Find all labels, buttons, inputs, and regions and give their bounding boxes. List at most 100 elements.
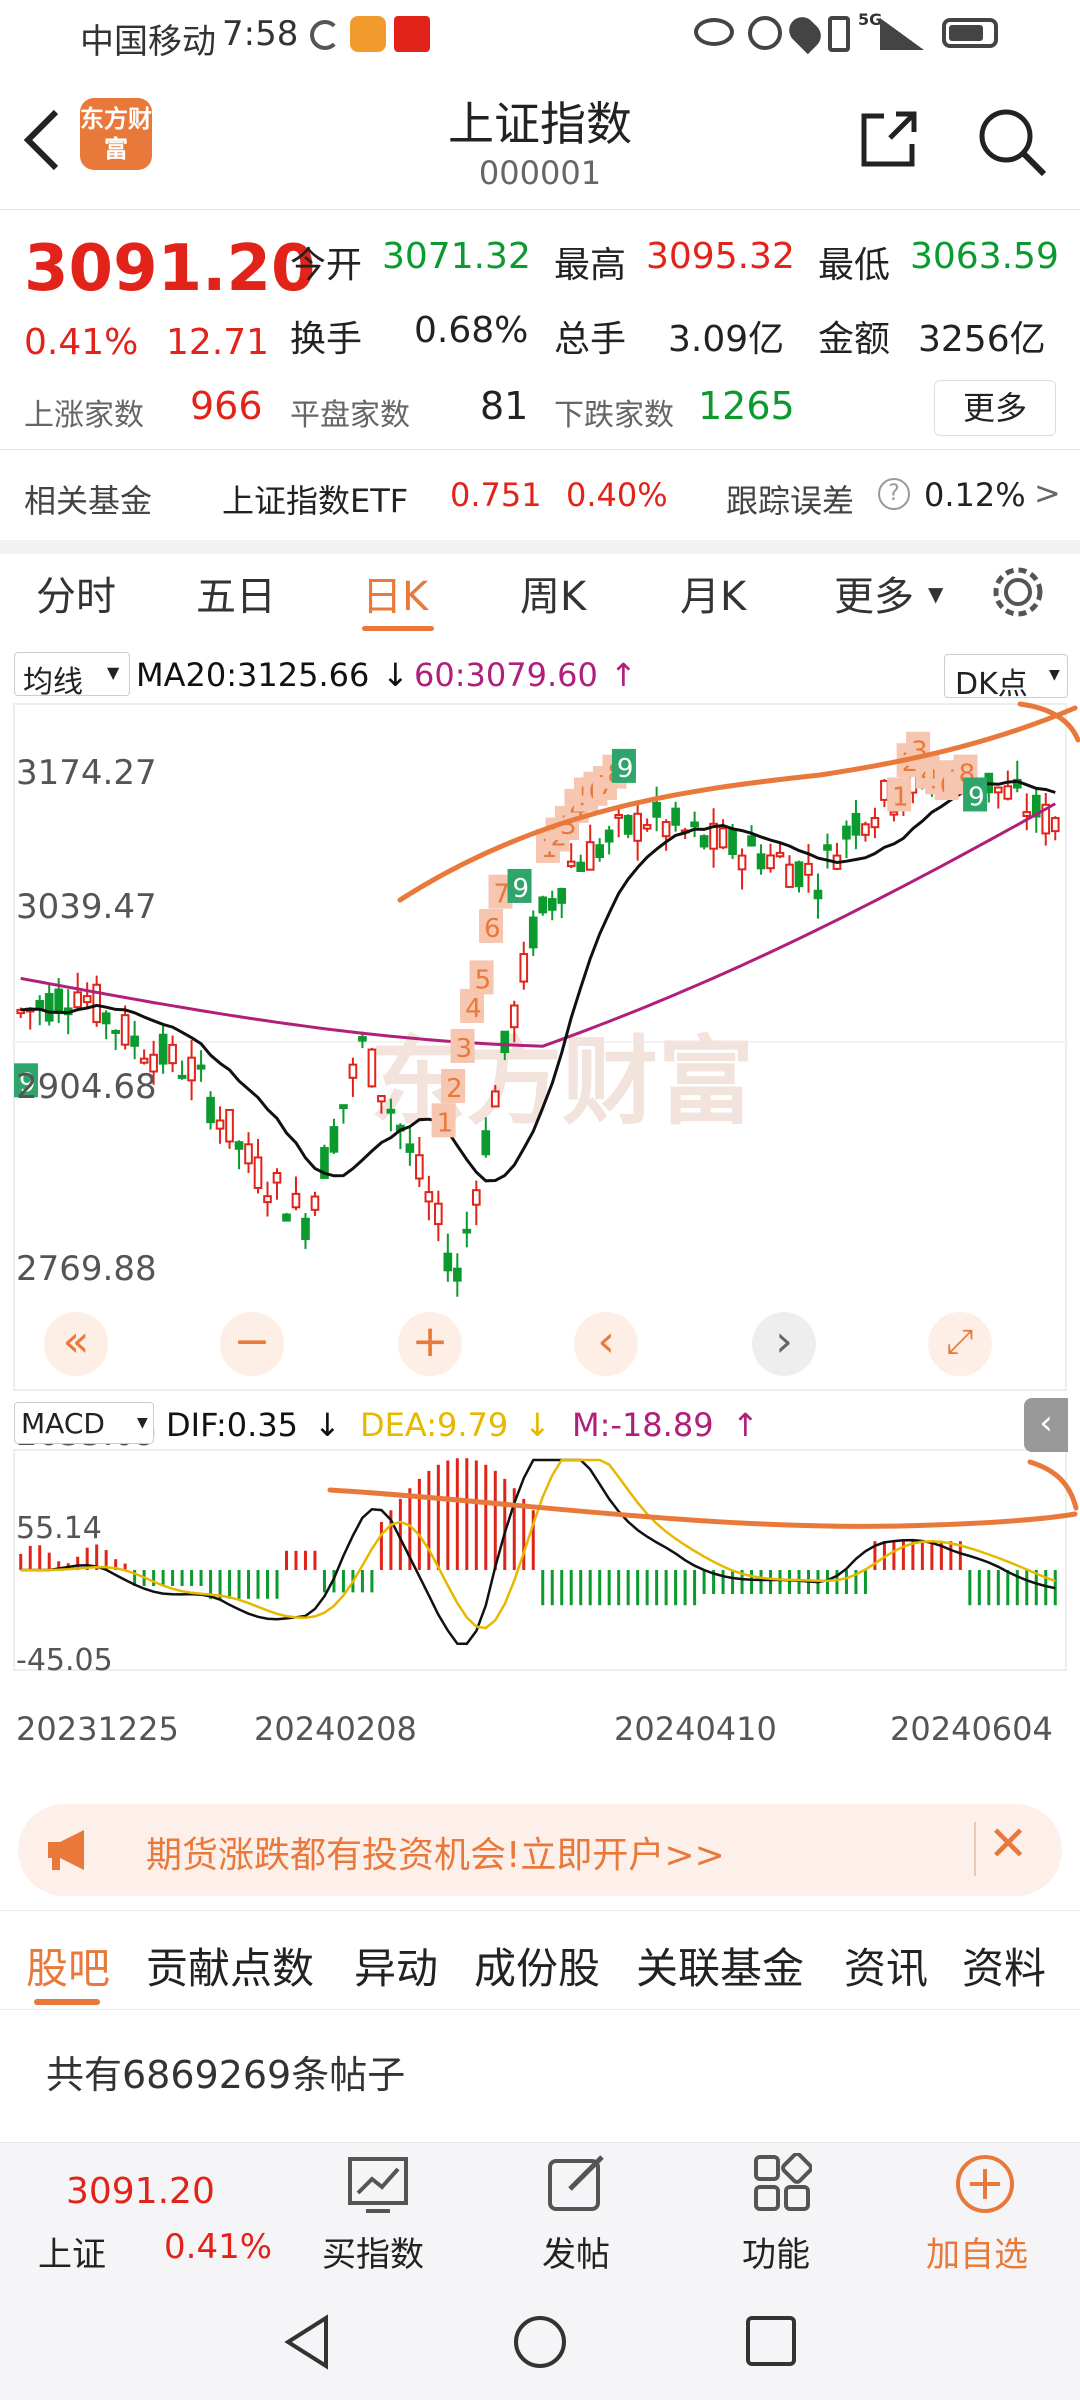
tab-profile[interactable]: 资料: [962, 1944, 1047, 1993]
td-marker: 9: [968, 782, 985, 812]
td-marker: 5: [475, 965, 492, 995]
dea-arrow: ↓: [524, 1406, 551, 1444]
back-triangle-icon[interactable]: [282, 2314, 332, 2370]
promo-text: 期货涨跌都有投资机会!立即开户>>: [146, 1835, 725, 1876]
share-icon[interactable]: [856, 108, 920, 172]
annotation-stroke-macd-corner: [1027, 1459, 1079, 1511]
fullscreen-button[interactable]: ⤢: [928, 1312, 992, 1376]
dk-selector[interactable]: DK点 ▼: [944, 654, 1068, 702]
redpacket-icon: [394, 16, 430, 52]
fund-change: 0.40%: [566, 476, 668, 514]
buy-index-button[interactable]: 买指数: [310, 2143, 450, 2281]
tab-components[interactable]: 成份股: [474, 1944, 601, 1993]
jump-start-button[interactable]: «: [44, 1312, 108, 1376]
tab-related-funds[interactable]: 关联基金: [636, 1944, 805, 1993]
kline-chart[interactable]: 均线 ▼ MA20:3125.66 ↓ 60:3079.60 ↑ DK点 ▼ 东…: [0, 650, 1080, 1780]
carrier-label: 中国移动: [80, 22, 216, 62]
tab-more[interactable]: 更多: [834, 574, 914, 620]
tab-monthly-k[interactable]: 月K: [680, 574, 747, 620]
gear-icon[interactable]: [990, 564, 1046, 620]
tab-movement[interactable]: 异动: [354, 1944, 439, 1993]
tracking-error-value: 0.12%: [924, 476, 1026, 514]
indicator-selector[interactable]: MACD ▼: [14, 1402, 154, 1444]
candle-body: [462, 1228, 472, 1234]
more-button[interactable]: 更多: [934, 380, 1056, 436]
caret-down-icon: ▼: [107, 663, 120, 682]
tab-news[interactable]: 资讯: [844, 1944, 929, 1993]
candle-body: [348, 1063, 358, 1079]
caret-down-icon: ▼: [928, 582, 944, 606]
help-icon[interactable]: ?: [878, 478, 910, 510]
app-notification-icon: [350, 16, 386, 52]
mini-quote[interactable]: 3091.20 上证 0.41%: [0, 2143, 300, 2281]
ma-selector[interactable]: 均线 ▼: [14, 652, 130, 700]
candle-body: [206, 1096, 215, 1124]
m-arrow: ↑: [732, 1406, 759, 1444]
change-percent: 0.41%: [24, 322, 139, 363]
candle-body: [329, 1126, 339, 1153]
functions-label: 功能: [742, 2235, 810, 2275]
zoom-out-button[interactable]: −: [220, 1312, 284, 1376]
annotation-stroke-upper: [397, 705, 1078, 903]
functions-button[interactable]: 功能: [716, 2143, 846, 2281]
post-button[interactable]: 发帖: [520, 2143, 640, 2281]
candle-body: [842, 825, 851, 840]
candle-body: [870, 817, 880, 829]
tab-weekly-k[interactable]: 周K: [520, 574, 587, 620]
zoom-in-button[interactable]: +: [398, 1312, 462, 1376]
tab-contribution[interactable]: 贡献点数: [146, 1944, 315, 1993]
section-tabs: 股吧 贡献点数 异动 成份股 关联基金 资讯 资料: [0, 1910, 1080, 2010]
post-label: 发帖: [542, 2235, 610, 2275]
candle-body: [415, 1154, 424, 1180]
td-marker-bg: [441, 1069, 466, 1104]
home-circle-icon[interactable]: [512, 2314, 568, 2370]
vibrate-icon: [828, 16, 850, 52]
mini-name: 上证: [38, 2235, 106, 2275]
close-icon[interactable]: ✕: [988, 1816, 1029, 1872]
related-fund-row[interactable]: 相关基金 上证指数ETF 0.751 0.40% 跟踪误差 ? 0.12% >: [0, 450, 1080, 540]
candle-body: [320, 1147, 329, 1179]
candle-body: [500, 1030, 510, 1054]
low-label: 最低: [818, 245, 891, 286]
search-icon[interactable]: [976, 106, 1048, 178]
scroll-left-button[interactable]: ‹: [574, 1312, 638, 1376]
candle-body: [652, 801, 661, 818]
candle-body: [889, 810, 899, 816]
chevron-left-icon[interactable]: [22, 108, 62, 172]
candle-body: [595, 844, 605, 859]
td-marker-bg: [507, 868, 532, 903]
candle-body: [1003, 785, 1013, 800]
recents-square-icon[interactable]: [744, 2314, 800, 2370]
alarm-icon: [748, 16, 782, 50]
buy-index-label: 买指数: [322, 2235, 424, 2275]
tab-guba[interactable]: 股吧: [26, 1944, 111, 1993]
scroll-right-button[interactable]: ›: [752, 1312, 816, 1376]
date-tick: 20231225: [16, 1710, 179, 1748]
promo-banner[interactable]: 期货涨跌都有投资机会!立即开户>> ✕: [18, 1804, 1062, 1896]
candle-body: [519, 953, 529, 983]
price-panel-frame: [13, 703, 1067, 1391]
candle-body: [386, 1108, 396, 1114]
turnover-label: 换手: [290, 319, 363, 360]
tab-intraday[interactable]: 分时: [36, 574, 116, 620]
td-marker-bg: [611, 748, 636, 783]
candle-body: [756, 853, 766, 870]
candle-body: [443, 1252, 453, 1272]
date-tick: 20240604: [890, 1710, 1053, 1748]
td-marker: 4: [465, 994, 482, 1024]
candle-body: [101, 1012, 111, 1025]
stock-code: 000001: [478, 154, 602, 192]
candle-body: [177, 1074, 187, 1079]
candle-body: [690, 821, 699, 828]
caret-down-icon: ▼: [137, 1415, 148, 1431]
high-label: 最高: [554, 245, 627, 286]
macd-panel-frame: [13, 1449, 1067, 1671]
tab-daily-k[interactable]: 日K: [362, 574, 429, 620]
candle-body: [158, 1033, 168, 1065]
collapse-panel-button[interactable]: ‹: [1024, 1398, 1068, 1452]
ma60-arrow: ↑: [610, 656, 637, 694]
add-watchlist-button[interactable]: 加自选: [914, 2143, 1054, 2281]
clock: 7:58: [222, 14, 299, 54]
tab-five-day[interactable]: 五日: [196, 574, 276, 620]
add-circle-icon: [956, 2155, 1014, 2213]
